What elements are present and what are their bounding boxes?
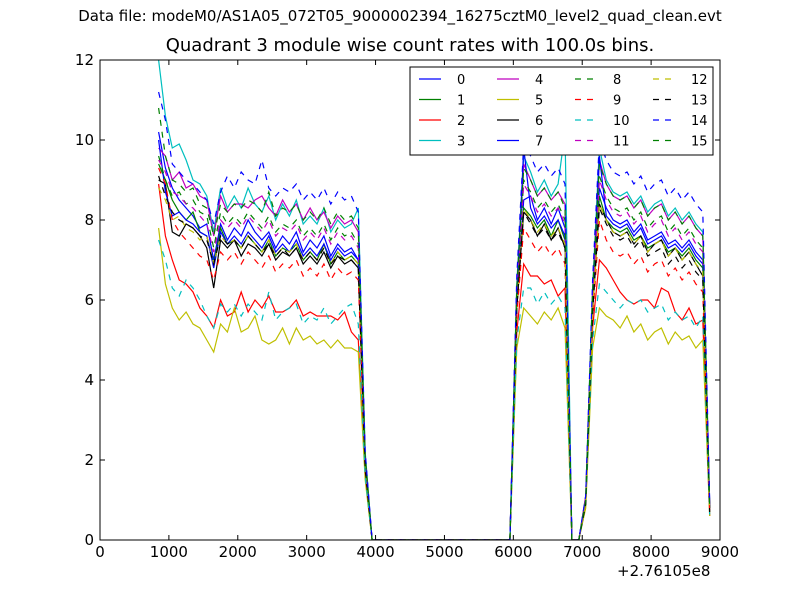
series-line-7 <box>158 139 711 540</box>
x-axis-offset-label: +2.76105e8 <box>617 562 711 580</box>
series-line-11 <box>158 159 711 540</box>
x-tick-label: 4000 <box>356 543 394 561</box>
legend-label-10: 10 <box>613 114 630 129</box>
x-tick-label: 0 <box>95 543 105 561</box>
y-tick-label: 0 <box>84 531 94 549</box>
legend-label-11: 11 <box>613 135 630 150</box>
series-line-0 <box>158 131 711 540</box>
x-tick-label: 7000 <box>563 543 601 561</box>
y-tick-label: 10 <box>75 131 94 149</box>
legend-label-14: 14 <box>691 114 708 129</box>
series-line-10 <box>158 239 711 540</box>
legend-label-2: 2 <box>457 114 465 129</box>
series-line-2 <box>158 183 711 540</box>
legend-box <box>409 66 714 156</box>
y-tick-label: 6 <box>84 291 94 309</box>
legend-label-0: 0 <box>457 73 465 88</box>
series-line-5 <box>158 227 711 540</box>
x-tick-label: 8000 <box>632 543 670 561</box>
y-tick-label: 12 <box>75 51 94 69</box>
legend-label-13: 13 <box>691 94 708 109</box>
x-tick-label: 5000 <box>425 543 463 561</box>
series-line-6 <box>158 179 711 540</box>
x-tick-label: 3000 <box>288 543 326 561</box>
x-tick-label: 2000 <box>219 543 257 561</box>
y-tick-label: 2 <box>84 451 94 469</box>
x-tick-label: 6000 <box>494 543 532 561</box>
series-layer <box>158 60 711 540</box>
x-tick-label: 1000 <box>150 543 188 561</box>
legend-label-7: 7 <box>535 135 543 150</box>
legend-label-5: 5 <box>535 94 543 109</box>
series-line-8 <box>158 155 711 540</box>
series-line-9 <box>158 167 711 540</box>
legend-label-12: 12 <box>691 73 708 88</box>
legend-label-15: 15 <box>691 135 708 150</box>
legend-label-8: 8 <box>613 73 621 88</box>
legend-label-6: 6 <box>535 114 543 129</box>
series-line-15 <box>158 107 711 540</box>
legend-label-3: 3 <box>457 135 465 150</box>
y-tick-label: 8 <box>84 211 94 229</box>
series-line-3 <box>158 60 711 540</box>
series-line-1 <box>158 163 711 540</box>
x-tick-label: 9000 <box>701 543 739 561</box>
legend-label-1: 1 <box>457 94 465 109</box>
series-line-12 <box>158 187 711 540</box>
series-line-13 <box>158 175 711 540</box>
y-tick-label: 4 <box>84 371 94 389</box>
legend-label-4: 4 <box>535 73 543 88</box>
chart-title: Quadrant 3 module wise count rates with … <box>165 35 655 56</box>
axis-ticks: 0 1000 2000 3000 4000 5000 6000 7000 8000 9000 0 2 4… <box>75 51 739 561</box>
figure-suptitle: Data file: modeM0/AS1A05_072T05_90000023… <box>78 7 722 25</box>
legend-label-9: 9 <box>613 94 621 109</box>
